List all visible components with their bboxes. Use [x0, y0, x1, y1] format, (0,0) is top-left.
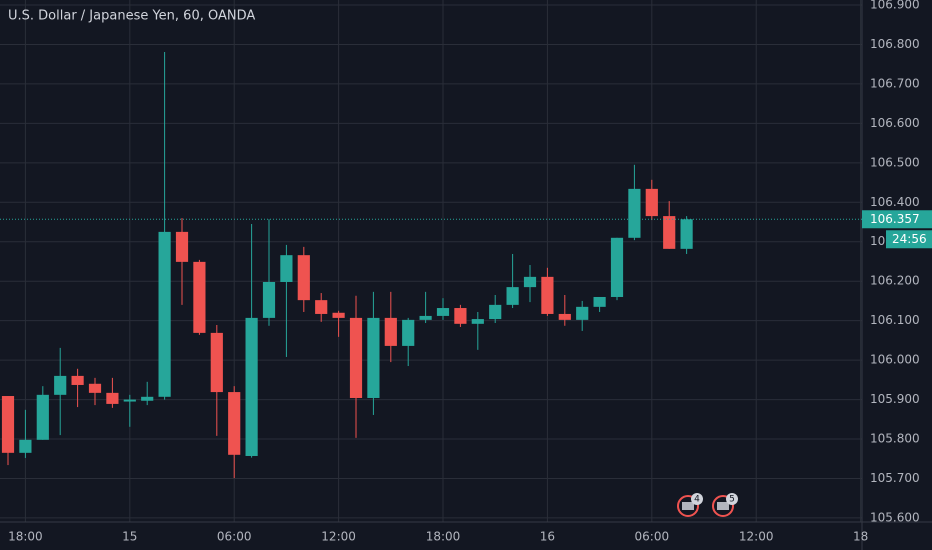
y-tick-label: 105.600: [870, 510, 920, 524]
event-count: 4: [694, 495, 700, 505]
y-tick-label: 106.400: [870, 195, 920, 209]
candle-body: [419, 315, 432, 320]
last-price-label: 106.357: [870, 212, 920, 226]
candle-body: [558, 313, 571, 320]
candle-body: [436, 308, 450, 316]
candle-body: [680, 219, 693, 249]
x-tick-label: 18:00: [8, 530, 43, 544]
candle-body: [454, 308, 467, 324]
candle-body: [384, 317, 397, 346]
countdown-tag: [886, 230, 932, 249]
candle-body: [19, 439, 32, 453]
x-tick-label: 16: [540, 530, 555, 544]
candle-body: [610, 237, 624, 297]
candle-body: [593, 296, 606, 307]
candle-body: [523, 276, 537, 288]
y-tick-label: 105.900: [870, 392, 920, 406]
candle-body: [210, 332, 223, 393]
y-tick-label: 106.700: [870, 76, 920, 90]
candle-body: [158, 231, 171, 397]
x-tick-label: 15: [122, 530, 137, 544]
x-tick-label: 12:00: [321, 530, 356, 544]
y-tick-label: 106.200: [870, 274, 920, 288]
candle-body: [402, 319, 415, 346]
candle-body: [297, 255, 310, 301]
x-tick-label: 18:00: [426, 530, 461, 544]
candle-body: [349, 317, 363, 398]
candle-body: [228, 392, 241, 455]
y-tick-label: 106.500: [870, 155, 920, 169]
last-price-tag: [862, 210, 932, 229]
candle-body: [506, 287, 519, 305]
candle-body: [489, 304, 502, 320]
candle-body: [71, 375, 84, 385]
candle-body: [123, 399, 136, 402]
candle-body: [332, 312, 345, 318]
x-tick-label: 06:00: [217, 530, 252, 544]
candle-body: [88, 383, 102, 393]
candle-body: [141, 396, 154, 401]
candle-body: [54, 375, 67, 395]
candle-body: [645, 188, 658, 217]
event-count: 5: [729, 495, 735, 505]
candle-body: [315, 300, 328, 314]
y-tick-label: 105.700: [870, 471, 920, 485]
y-tick-label: 105.800: [870, 432, 920, 446]
y-tick-label: 106.600: [870, 116, 920, 130]
candle-body: [628, 188, 641, 238]
x-tick-label: 18: [853, 530, 868, 544]
candle-body: [175, 231, 189, 262]
x-tick-label: 06:00: [635, 530, 670, 544]
candle-body: [1, 396, 15, 453]
candle-body: [663, 216, 676, 249]
candle-body: [262, 281, 276, 318]
candle-body: [576, 306, 589, 320]
event-marker[interactable]: 5: [712, 493, 738, 517]
candle-body: [367, 317, 380, 398]
candle-body: [193, 261, 206, 333]
countdown-label: 24:56: [892, 232, 927, 246]
candle-body: [106, 392, 119, 404]
chart-title: U.S. Dollar / Japanese Yen, 60, OANDA: [8, 9, 255, 24]
y-tick-label: 106.100: [870, 313, 920, 327]
candle-body: [471, 319, 484, 324]
candle-body: [280, 255, 293, 282]
candle-body: [245, 317, 258, 456]
event-marker[interactable]: 4: [677, 493, 703, 517]
y-tick-label: 106.000: [870, 353, 920, 367]
y-tick-label: 106.800: [870, 37, 920, 51]
candle-body: [36, 394, 49, 440]
x-tick-label: 12:00: [739, 530, 774, 544]
y-tick-label: 106.900: [870, 0, 920, 12]
candle-body: [541, 276, 554, 314]
